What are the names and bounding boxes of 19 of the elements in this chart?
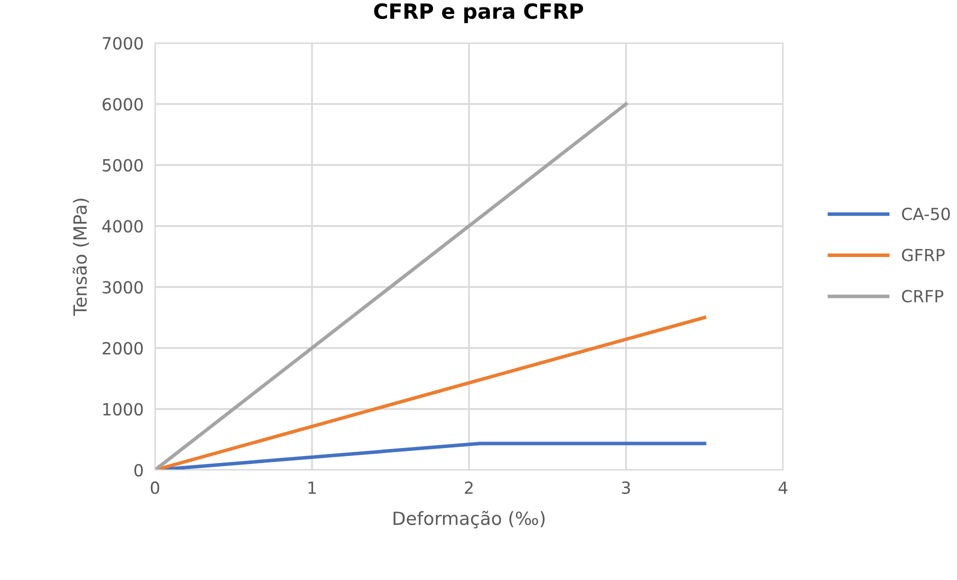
x-tick-label: 2: [464, 481, 473, 494]
x-tick-label: 3: [622, 481, 630, 494]
legend-label: CA-50: [902, 208, 950, 220]
x-tick-label: 0: [150, 481, 160, 494]
y-tick-label: 5000: [102, 158, 143, 172]
y-tick-label: 3000: [102, 280, 143, 294]
x-tick-label: 4: [778, 482, 788, 494]
chart-title: CFRP e para CFRP: [374, 3, 584, 24]
legend-label: CRFP: [902, 290, 944, 302]
y-axis-title: Tensão (MPa): [72, 198, 89, 316]
y-tick-label: 6000: [102, 98, 143, 111]
y-tick-label: 1000: [103, 402, 143, 416]
y-tick-label: 0: [134, 464, 143, 477]
x-axis-title: Deformação (‰): [394, 510, 545, 528]
y-tick-label: 4000: [102, 220, 143, 233]
y-tick-label: 2000: [102, 342, 143, 355]
legend-label: GFRP: [902, 248, 945, 262]
y-tick-label: 7000: [102, 36, 143, 50]
x-tick-label: 1: [308, 482, 316, 494]
